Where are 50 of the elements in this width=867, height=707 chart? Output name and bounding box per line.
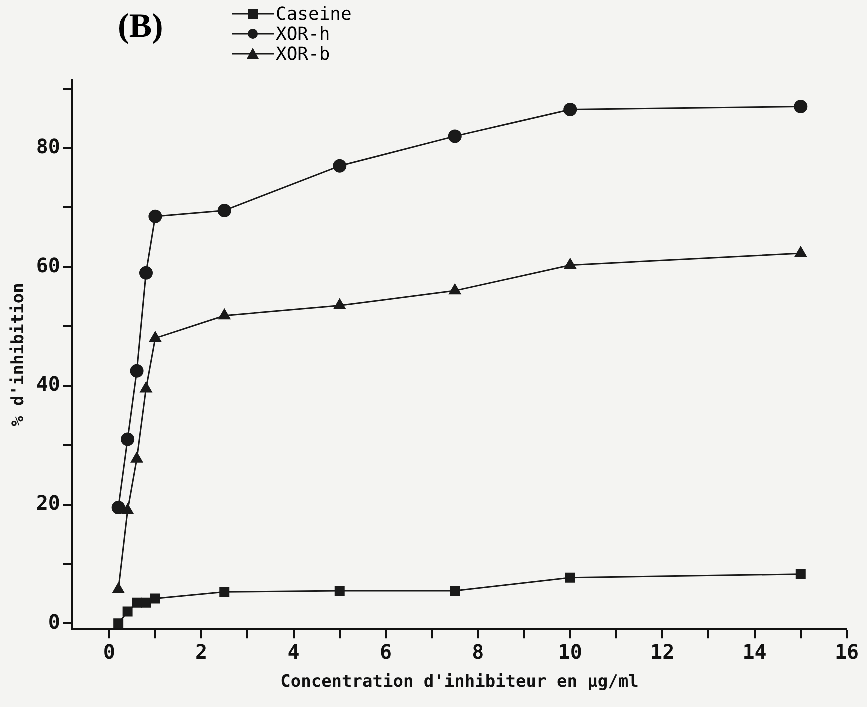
point bbox=[121, 432, 135, 446]
point bbox=[150, 332, 162, 342]
point bbox=[132, 598, 142, 608]
x-tick-label: 10 bbox=[558, 640, 582, 664]
point bbox=[131, 452, 143, 463]
point bbox=[122, 504, 134, 515]
point bbox=[220, 587, 230, 598]
point bbox=[334, 586, 345, 596]
point bbox=[564, 102, 578, 116]
point bbox=[794, 246, 807, 258]
point bbox=[334, 299, 346, 310]
point bbox=[449, 284, 462, 295]
y-tick-label: 0 bbox=[48, 610, 60, 634]
x-axis-title: Concentration d'inhibiteur en µg/ml bbox=[280, 672, 639, 692]
point bbox=[139, 266, 153, 280]
y-tick-label: 20 bbox=[36, 491, 60, 516]
point bbox=[218, 204, 232, 218]
point bbox=[794, 100, 808, 114]
x-tick-label: 12 bbox=[650, 640, 675, 664]
point bbox=[112, 501, 126, 515]
x-tick-label: 2 bbox=[196, 640, 208, 664]
y-axis-title: % d'inhibition bbox=[8, 283, 29, 426]
point bbox=[114, 618, 124, 629]
legend-label: XOR-b bbox=[276, 44, 330, 64]
point bbox=[564, 258, 576, 270]
point bbox=[333, 159, 347, 173]
chart-title: (B) bbox=[118, 8, 164, 46]
y-tick-label: 80 bbox=[36, 134, 60, 159]
x-tick-label: 14 bbox=[742, 640, 767, 664]
point bbox=[141, 598, 152, 608]
point bbox=[796, 569, 806, 580]
x-tick-label: 16 bbox=[834, 640, 860, 664]
point bbox=[218, 309, 231, 320]
point bbox=[565, 572, 576, 583]
point bbox=[448, 130, 462, 144]
y-tick-label: 40 bbox=[36, 372, 60, 396]
point bbox=[150, 594, 160, 604]
point bbox=[450, 586, 460, 596]
x-tick-label: 0 bbox=[103, 640, 116, 664]
legend-label: Caseine bbox=[276, 4, 352, 24]
point bbox=[130, 364, 144, 378]
legend-label: XOR-h bbox=[276, 24, 330, 44]
x-tick-label: 6 bbox=[380, 640, 392, 664]
point bbox=[122, 606, 133, 617]
point bbox=[140, 382, 152, 393]
point bbox=[148, 210, 162, 224]
x-tick-label: 8 bbox=[472, 640, 484, 664]
y-tick-label: 60 bbox=[36, 253, 60, 278]
point bbox=[112, 583, 125, 594]
x-tick-label: 4 bbox=[288, 640, 300, 664]
